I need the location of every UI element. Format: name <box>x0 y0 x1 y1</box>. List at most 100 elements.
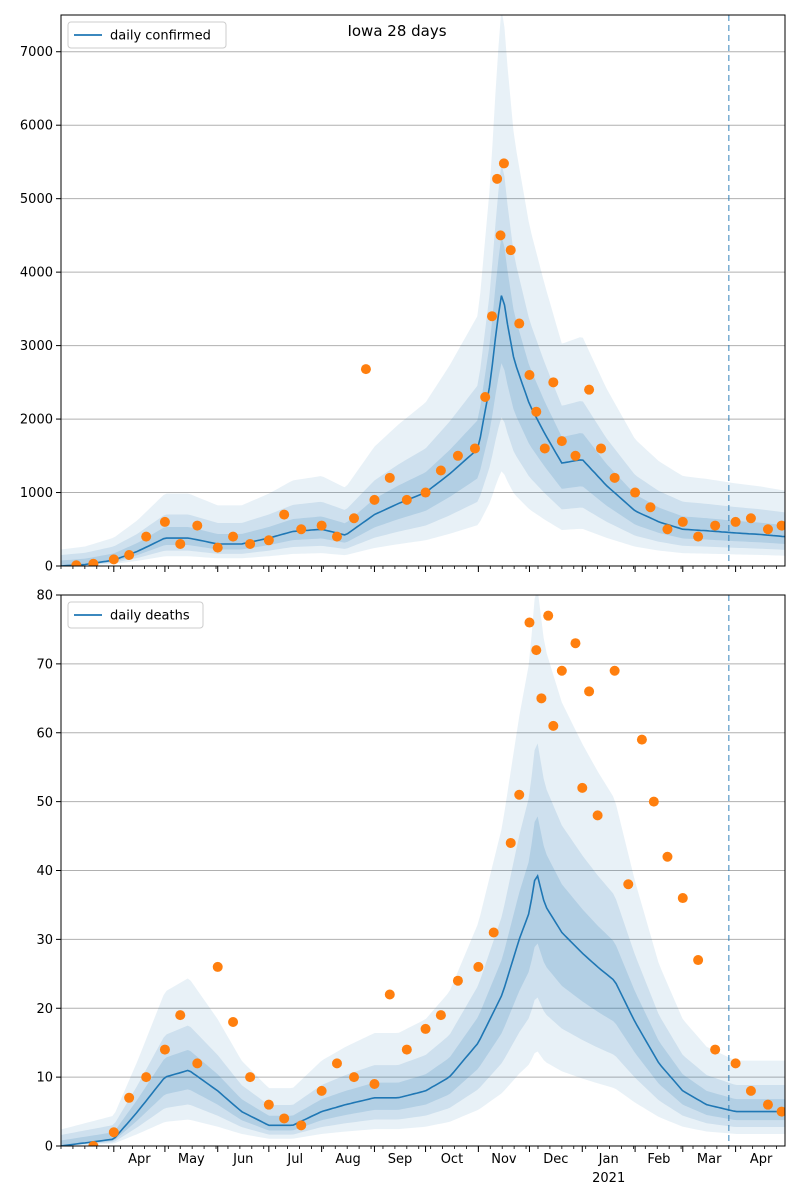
confirmed-point <box>548 377 559 388</box>
confirmed-point <box>108 554 119 565</box>
confirmed-point <box>662 524 673 535</box>
confirmed-point <box>245 538 256 549</box>
deaths-point <box>384 989 395 1000</box>
deaths-point <box>263 1099 274 1110</box>
confirmed-point <box>524 369 535 380</box>
confirmed-point <box>745 513 756 524</box>
deaths-point <box>531 645 542 656</box>
deaths-ytick-label: 50 <box>36 795 53 810</box>
confirmed-point <box>609 472 620 483</box>
deaths-point <box>592 810 603 821</box>
deaths-point <box>159 1044 170 1055</box>
legend-label: daily confirmed <box>110 29 211 44</box>
xtick-label: Aug <box>335 1152 360 1167</box>
confirmed-point <box>316 520 327 531</box>
deaths-point <box>124 1092 135 1103</box>
deaths-point <box>776 1106 785 1117</box>
xtick-label: Nov <box>491 1152 517 1167</box>
chart-title: Iowa 28 days <box>347 22 446 40</box>
xtick-label: Jun <box>232 1152 253 1167</box>
confirmed-point <box>369 494 380 505</box>
deaths-point <box>212 961 223 972</box>
deaths-point <box>548 720 559 731</box>
deaths-point <box>473 961 484 972</box>
confirmed-point <box>539 443 550 454</box>
confirmed-point <box>228 531 239 542</box>
confirmed-point <box>88 558 99 566</box>
confirmed-point <box>630 487 641 498</box>
deaths-point <box>648 796 659 807</box>
xtick-label: Feb <box>647 1152 670 1167</box>
confirmed-ytick-label: 4000 <box>20 266 53 281</box>
deaths-point <box>693 955 704 966</box>
deaths-ytick-label: 10 <box>36 1071 53 1086</box>
confirmed-panel: 0 1000 2000 3000 4000 5000 6000 7000 daily confi… <box>20 14 786 575</box>
confirmed-plot-area <box>61 15 785 566</box>
deaths-point <box>730 1058 741 1069</box>
deaths-ytick-label: 20 <box>36 1002 53 1017</box>
xtick-label: Apr <box>750 1152 773 1167</box>
deaths-point <box>108 1127 119 1138</box>
confirmed-axes-frame <box>60 14 786 567</box>
confirmed-point <box>776 520 785 531</box>
xtick-label: Jan <box>598 1152 619 1167</box>
deaths-ytick-label: 60 <box>36 726 53 741</box>
deaths-point <box>369 1079 380 1090</box>
deaths-point <box>401 1044 412 1055</box>
deaths-point <box>420 1023 431 1034</box>
deaths-point <box>514 789 525 800</box>
confirmed-ytick-label: 6000 <box>20 119 53 134</box>
confirmed-point <box>263 535 274 546</box>
deaths-point <box>536 693 547 704</box>
deaths-point <box>745 1085 756 1096</box>
confirmed-ytick-label: 5000 <box>20 192 53 207</box>
deaths-point <box>228 1017 239 1028</box>
deaths-band-3 <box>61 816 785 1146</box>
confirmed-point <box>71 560 82 566</box>
deaths-point <box>141 1072 152 1083</box>
deaths-legend: daily deaths <box>67 601 204 629</box>
deaths-point <box>677 893 688 904</box>
confirmed-point <box>469 443 480 454</box>
deaths-point <box>556 665 567 676</box>
deaths-point <box>435 1010 446 1021</box>
confirmed-point <box>360 364 371 375</box>
confirmed-point <box>486 311 497 322</box>
confirmed-point <box>435 465 446 476</box>
confirmed-point <box>710 520 721 531</box>
deaths-point <box>762 1099 773 1110</box>
confirmed-point <box>175 538 186 549</box>
deaths-point <box>331 1058 342 1069</box>
deaths-point <box>609 665 620 676</box>
confirmed-point <box>331 531 342 542</box>
legend-box <box>67 21 227 49</box>
confirmed-point <box>570 450 581 461</box>
deaths-panel: 0 10 20 30 40 50 60 70 80 Apr May Jun Jul Aug Sep Oct No… <box>36 589 786 1186</box>
deaths-point <box>524 617 535 628</box>
deaths-point <box>279 1113 290 1124</box>
confirmed-point <box>480 392 491 403</box>
deaths-point <box>505 837 516 848</box>
xtick-label: Jul <box>286 1152 303 1167</box>
confirmed-point <box>596 443 607 454</box>
confirmed-point <box>141 531 152 542</box>
confirmed-band-2 <box>61 162 785 566</box>
legend-box <box>67 601 204 629</box>
confirmed-point <box>279 509 290 520</box>
deaths-point <box>296 1120 307 1131</box>
confirmed-point <box>556 436 567 447</box>
deaths-plot-area <box>61 595 785 1146</box>
confirmed-point <box>677 516 688 527</box>
confirmed-point <box>452 450 463 461</box>
deaths-point <box>636 734 647 745</box>
deaths-series-line <box>61 874 785 1146</box>
confirmed-point <box>159 516 170 527</box>
deaths-point <box>88 1141 99 1146</box>
confirmed-point <box>212 542 223 553</box>
deaths-point <box>543 610 554 621</box>
deaths-point <box>349 1072 360 1083</box>
deaths-point <box>175 1010 186 1021</box>
deaths-point <box>488 927 499 938</box>
deaths-point <box>192 1058 203 1069</box>
deaths-ytick-label: 0 <box>45 1140 53 1155</box>
